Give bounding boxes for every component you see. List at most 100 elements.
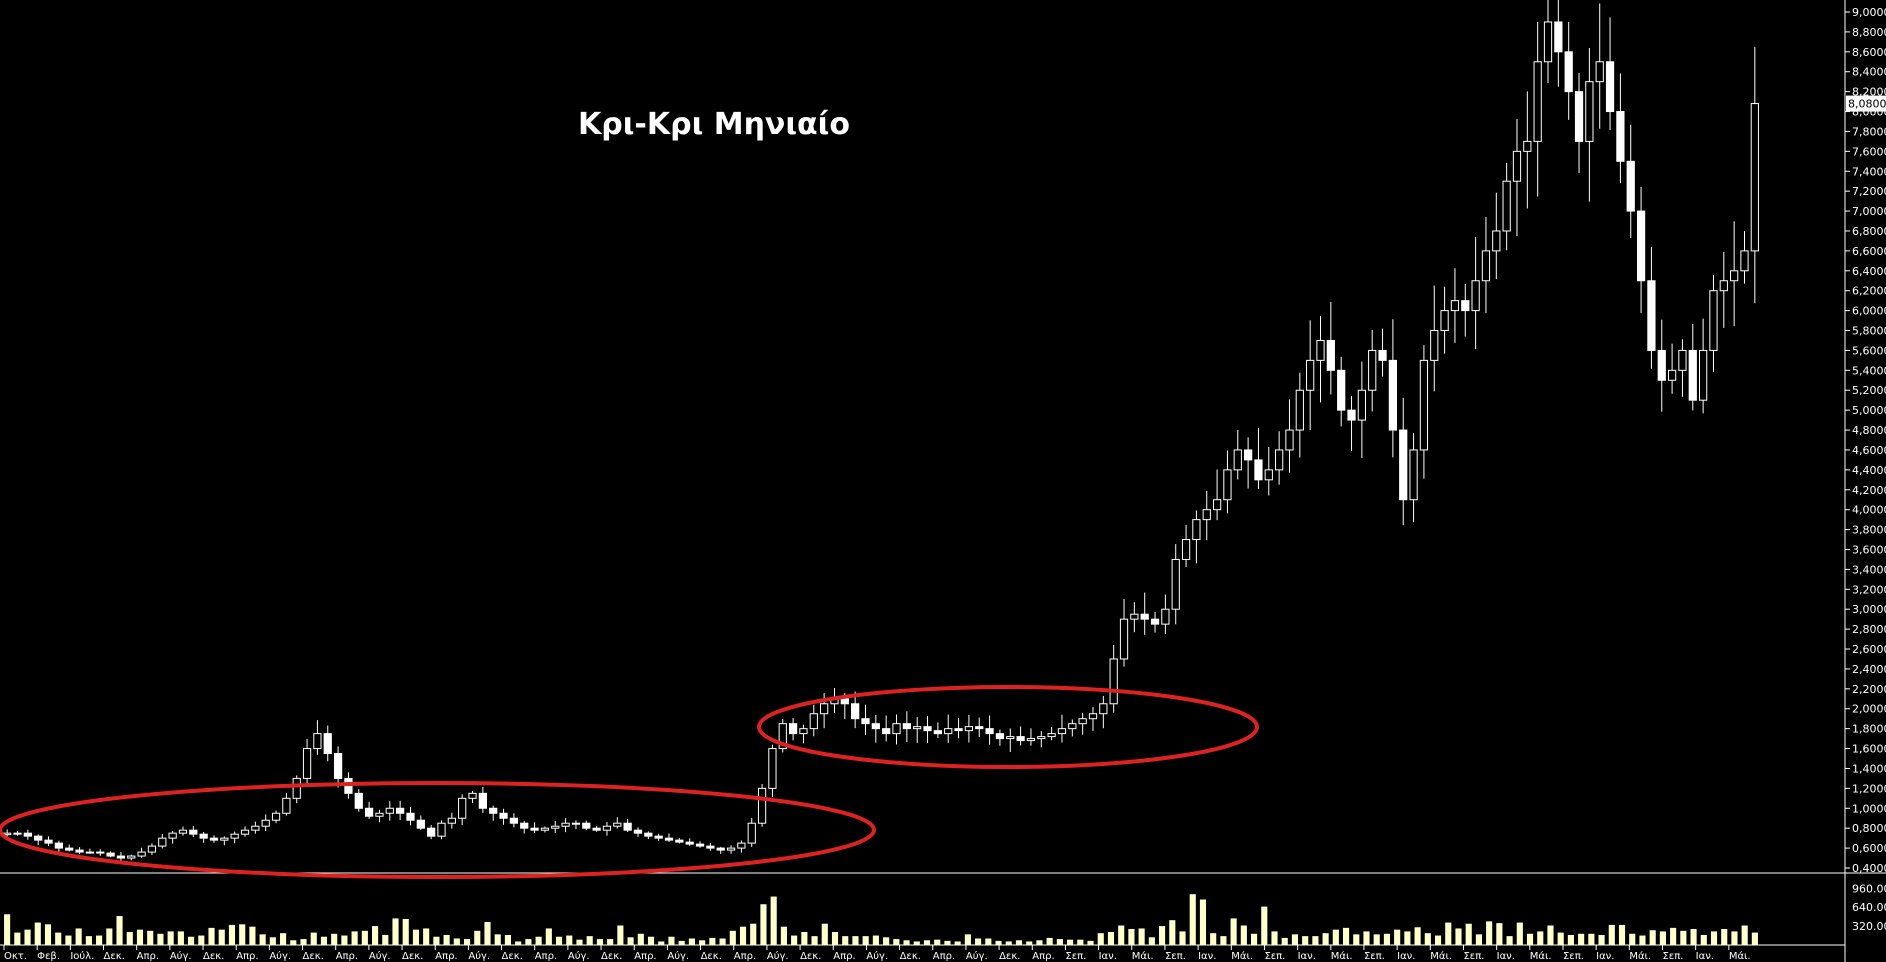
candle-body — [995, 733, 1005, 740]
candle-body — [592, 827, 601, 831]
candle — [1461, 283, 1470, 337]
candle — [1285, 399, 1294, 473]
volume-bar — [280, 933, 287, 945]
volume-bar — [1588, 933, 1595, 945]
candle-body — [1430, 330, 1439, 361]
volume-bar — [811, 936, 818, 945]
candle-body — [1243, 449, 1253, 461]
candle-body — [447, 817, 456, 824]
volume-bar — [1240, 925, 1247, 945]
volume-bar — [944, 940, 951, 945]
volume-bar — [1322, 933, 1329, 945]
candle — [706, 843, 715, 851]
volume-bar — [760, 904, 767, 945]
candle-body — [923, 726, 932, 732]
time-tick-label: Δεκ. — [601, 951, 622, 962]
candle-body — [271, 812, 281, 821]
time-tick-label: Αύγ. — [568, 950, 590, 962]
volume-bar — [1342, 927, 1350, 945]
candle-body — [127, 855, 136, 859]
candle — [1088, 707, 1098, 731]
candle-body — [178, 829, 188, 834]
candle — [240, 826, 250, 837]
candle — [1057, 714, 1067, 743]
volume-bar — [147, 930, 154, 945]
candle-body — [1026, 738, 1036, 742]
volume-bar — [985, 938, 992, 945]
price-tick-label: 7,8000 — [1852, 125, 1886, 138]
candle — [633, 827, 643, 837]
volume-bar — [954, 941, 961, 945]
candle — [1388, 319, 1398, 458]
candle — [809, 704, 818, 737]
candle-body — [520, 822, 529, 829]
candle-body — [820, 703, 829, 715]
candle — [54, 840, 63, 853]
candle — [302, 738, 312, 787]
candle-body — [851, 703, 860, 720]
candle-body — [944, 728, 953, 735]
price-tick-label: 0,8000 — [1852, 822, 1886, 835]
candle-body — [1564, 51, 1573, 93]
volume-bar — [831, 932, 839, 945]
candle — [1254, 428, 1263, 490]
candle-body — [778, 723, 787, 750]
volume-bar — [699, 940, 706, 945]
volume-bar — [218, 929, 225, 945]
candle — [1481, 216, 1491, 314]
candle-body — [1057, 728, 1067, 735]
volume-bar — [494, 934, 501, 945]
volume-bar — [1005, 941, 1012, 945]
volume-bar — [1220, 936, 1227, 945]
candle — [623, 819, 632, 832]
candle-body — [1181, 539, 1191, 560]
candle-body — [251, 825, 260, 831]
volume-bar — [750, 923, 757, 945]
candle — [323, 725, 332, 762]
candle-body — [396, 807, 405, 814]
candle — [551, 821, 560, 834]
time-tick-label: Μάι. — [1331, 950, 1353, 962]
price-tick-label: 7,2000 — [1852, 185, 1886, 198]
volume-bar — [1414, 927, 1421, 945]
candle-body — [1171, 558, 1180, 610]
candle-body — [240, 829, 250, 835]
candle-body — [1740, 250, 1749, 272]
candle-body — [220, 837, 229, 841]
time-tick-label: Μάι. — [1530, 950, 1552, 962]
candle — [726, 845, 736, 854]
candle-body — [1419, 359, 1429, 451]
volume-bar — [290, 940, 297, 945]
volume-bar — [443, 934, 450, 945]
candle — [158, 833, 167, 849]
price-tick-label: 5,8000 — [1852, 325, 1886, 338]
candle — [582, 820, 591, 830]
candle — [1109, 645, 1118, 713]
volume-bar — [555, 936, 563, 945]
volume-bar — [1731, 931, 1738, 945]
time-tick-label: Μάι. — [1430, 950, 1452, 962]
candle-body — [209, 837, 219, 841]
volume-bar — [44, 924, 52, 945]
candle — [602, 821, 612, 836]
volume-bar — [188, 936, 195, 945]
time-tick-label: Απρ. — [833, 951, 855, 962]
candle-body — [1574, 91, 1584, 142]
time-tick-label: Ιαν. — [1596, 951, 1614, 962]
price-tick-label: 4,8000 — [1852, 424, 1886, 437]
candle — [209, 835, 219, 843]
time-tick-label: Μάι. — [1231, 950, 1253, 962]
volume-bar — [310, 932, 317, 945]
volume-bars — [4, 894, 1758, 945]
candle — [985, 715, 994, 745]
candle — [230, 831, 239, 844]
volume-bar — [1649, 930, 1656, 945]
time-axis: Οκτ. Φεβ. Ιούλ. Δεκ. Απρ. Αύγ. Δεκ. Απρ. Αύγ. Δεκ… — [3, 945, 1751, 962]
candle-body — [685, 841, 694, 845]
volume-bar — [1077, 939, 1084, 945]
